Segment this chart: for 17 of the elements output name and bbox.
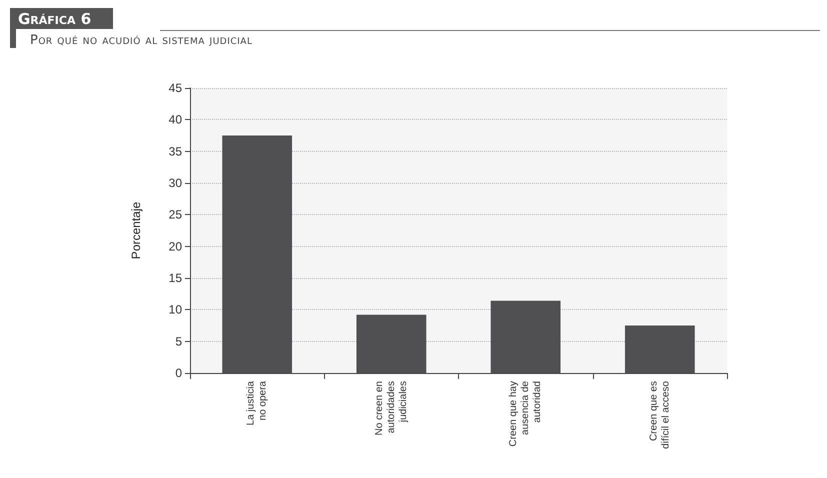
y-tick-label: 15 <box>168 271 182 285</box>
y-tick-label: 20 <box>168 239 182 254</box>
y-tick-label: 35 <box>168 144 182 158</box>
y-tick-label: 5 <box>175 334 182 348</box>
y-tick-label: 0 <box>175 366 182 380</box>
x-tick-label: La justicia no opera <box>246 380 269 426</box>
y-tick-label: 10 <box>168 302 182 317</box>
y-tick-label: 40 <box>168 112 182 127</box>
y-tick-label: 45 <box>168 81 182 95</box>
chart-subtitle: Por qué no acudió al sistema judicial <box>10 29 820 48</box>
y-tick-label: 25 <box>168 208 182 222</box>
x-tick-label: Creen que hay ausencia de autoridad <box>508 380 544 447</box>
text: Gráfica 6 <box>10 8 114 29</box>
x-tick-label: Creen que es difícil el acceso <box>648 380 672 449</box>
y-tick-label: 30 <box>168 176 182 190</box>
x-tick-label: No creen en autoridades judiciales <box>374 381 409 436</box>
y-axis-title: Porcentaje <box>129 201 143 260</box>
